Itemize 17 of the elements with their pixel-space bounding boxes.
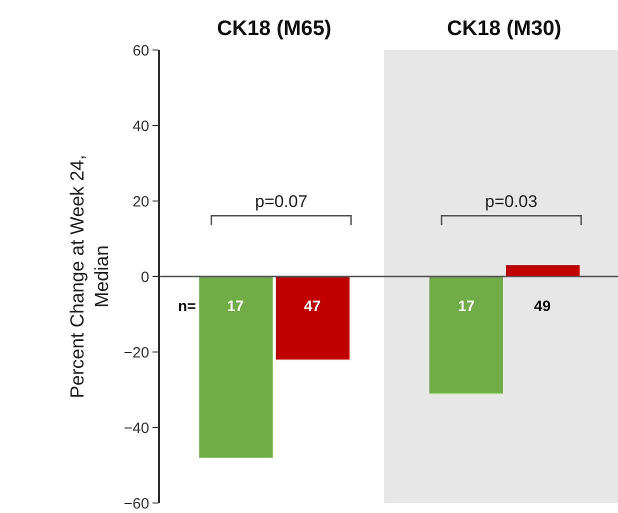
y-tick-label: −60 [124, 495, 150, 512]
text: CK18 (M65) [217, 17, 332, 40]
annotation: p=0.03 [485, 192, 538, 211]
annotation: n= [178, 298, 196, 315]
y-tick-label: −20 [124, 344, 150, 362]
y-tick-label: 20 [132, 193, 150, 210]
annotation: p=0.07 [255, 192, 308, 211]
annotation: 47 [304, 298, 321, 315]
annotation: 17 [458, 298, 475, 315]
annotation: 49 [534, 298, 551, 315]
annotation: 17 [227, 298, 244, 315]
y-axis-title: Percent Change at Week 24, Median [67, 154, 114, 398]
y-tick-label: 60 [132, 42, 150, 60]
y-tick-label: −40 [124, 420, 150, 437]
y-tick-label: 0 [140, 268, 150, 286]
text: CK18 (M30) [447, 17, 562, 40]
y-tick-label: 40 [132, 118, 150, 135]
